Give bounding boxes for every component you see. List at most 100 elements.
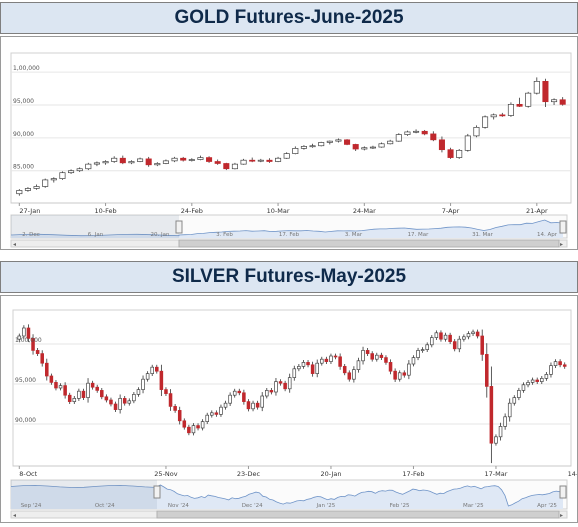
candle-body[interactable] [395, 134, 402, 142]
candle-body[interactable] [232, 390, 237, 396]
candle-body[interactable] [274, 381, 278, 393]
candle-body[interactable] [347, 372, 352, 380]
candle-body[interactable] [85, 163, 92, 170]
candle-body[interactable] [352, 369, 356, 380]
candle-body[interactable] [265, 390, 269, 397]
candle-body[interactable] [384, 357, 388, 363]
candle-body[interactable] [22, 327, 26, 337]
candle-body[interactable] [93, 162, 100, 165]
candle-body[interactable] [498, 426, 503, 438]
candle-body[interactable] [542, 80, 549, 103]
candle-body[interactable] [456, 149, 463, 158]
candle-body[interactable] [387, 140, 394, 145]
candle-body[interactable] [242, 392, 246, 402]
candle-body[interactable] [535, 379, 539, 382]
candle-body[interactable] [503, 416, 507, 427]
candle-body[interactable] [388, 362, 393, 372]
candle-body[interactable] [421, 130, 428, 135]
candle-body[interactable] [59, 172, 66, 179]
candle-body[interactable] [182, 420, 187, 428]
candle-body[interactable] [473, 126, 480, 137]
candle-body[interactable] [457, 338, 462, 350]
candle-body[interactable] [246, 401, 251, 410]
candle-body[interactable] [490, 114, 497, 118]
candle-body[interactable] [150, 366, 154, 374]
candle-body[interactable] [438, 139, 445, 151]
candle-body[interactable] [475, 331, 480, 337]
candle-body[interactable] [68, 170, 75, 174]
candle-body[interactable] [118, 398, 122, 410]
candle-body[interactable] [365, 350, 370, 354]
candle-body[interactable] [413, 130, 420, 133]
candle-body[interactable] [33, 186, 40, 189]
candle-body[interactable] [530, 379, 535, 383]
candle-body[interactable] [249, 159, 256, 162]
candle-body[interactable] [553, 361, 558, 366]
candle-body[interactable] [462, 336, 466, 340]
candle-body[interactable] [512, 397, 517, 404]
candle-body[interactable] [24, 188, 31, 191]
candle-body[interactable] [171, 157, 178, 162]
candle-body[interactable] [516, 103, 523, 107]
candle-body[interactable] [255, 402, 260, 408]
candle-body[interactable] [31, 338, 35, 351]
candle-body[interactable] [76, 168, 83, 172]
candle-body[interactable] [16, 190, 23, 195]
candle-body[interactable] [329, 355, 333, 362]
candle-body[interactable] [188, 159, 195, 161]
candle-body[interactable] [439, 332, 443, 340]
candle-body[interactable] [344, 139, 351, 145]
candle-body[interactable] [168, 393, 173, 407]
candle-body[interactable] [416, 350, 420, 358]
candle-body[interactable] [494, 436, 498, 444]
candle-body[interactable] [177, 410, 182, 422]
candle-body[interactable] [81, 390, 86, 398]
candle-body[interactable] [275, 157, 282, 162]
candle-body[interactable] [466, 333, 471, 338]
candle-body[interactable] [67, 394, 72, 402]
candle-body[interactable] [231, 163, 238, 170]
candle-body[interactable] [72, 398, 77, 402]
navigator-handle[interactable] [153, 485, 161, 499]
candle-body[interactable] [113, 403, 118, 410]
candle-body[interactable] [200, 421, 205, 429]
candle-body[interactable] [300, 146, 307, 149]
candle-body[interactable] [187, 426, 191, 434]
candle-body[interactable] [145, 158, 152, 166]
candle-body[interactable] [407, 363, 411, 376]
candle-body[interactable] [205, 414, 209, 422]
candle-body[interactable] [448, 334, 452, 342]
candle-body[interactable] [266, 159, 273, 162]
candle-body[interactable] [128, 161, 135, 164]
candle-body[interactable] [379, 354, 384, 358]
candle-body[interactable] [283, 153, 290, 159]
candle-body[interactable] [378, 143, 385, 148]
candle-body[interactable] [90, 382, 95, 388]
candle-body[interactable] [397, 372, 402, 380]
navigator-handle[interactable] [175, 220, 183, 234]
candle-body[interactable] [132, 394, 136, 402]
candle-body[interactable] [54, 382, 58, 389]
navigator-handle[interactable] [559, 220, 567, 234]
candle-body[interactable] [136, 389, 141, 395]
candle-body[interactable] [361, 147, 368, 150]
candle-body[interactable] [361, 350, 365, 362]
silver-candlestick-chart[interactable]: 90,000 95,000 1,00,000 8-Oct 25-Nov 23-Dec 20… [1, 296, 578, 522]
candle-body[interactable] [122, 398, 127, 404]
candle-body[interactable] [278, 381, 283, 384]
candle-body[interactable] [404, 131, 411, 135]
candle-body[interactable] [402, 372, 407, 376]
candle-body[interactable] [257, 159, 264, 162]
candle-body[interactable] [420, 349, 425, 351]
candle-body[interactable] [40, 353, 44, 364]
candle-body[interactable] [352, 144, 359, 150]
candle-body[interactable] [309, 145, 316, 148]
scroll-left-arrow[interactable]: ◂ [13, 241, 16, 248]
candle-body[interactable] [434, 332, 439, 338]
candle-body[interactable] [318, 142, 325, 147]
scroll-right-arrow[interactable]: ▸ [560, 512, 563, 519]
candle-body[interactable] [393, 370, 397, 380]
candle-body[interactable] [63, 385, 67, 396]
candle-body[interactable] [326, 140, 333, 143]
scrollbar-thumb[interactable] [156, 510, 560, 519]
